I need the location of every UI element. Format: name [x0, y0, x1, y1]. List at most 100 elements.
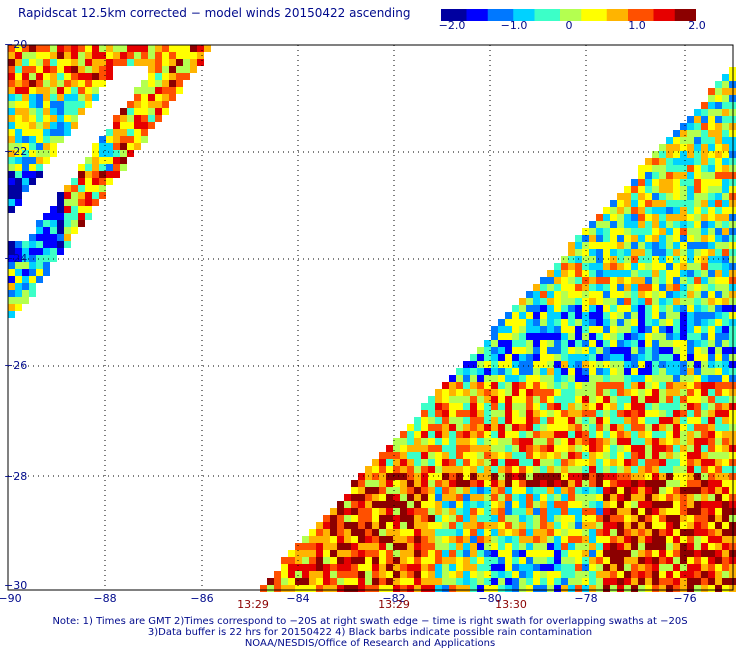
- wind-cell: [463, 410, 470, 417]
- wind-cell: [582, 375, 589, 382]
- colorbar-segment: [611, 9, 616, 21]
- wind-cell: [666, 494, 673, 501]
- colorbar-segment: [589, 9, 595, 21]
- wind-cell: [652, 410, 659, 417]
- wind-cell: [456, 550, 463, 557]
- wind-cell: [393, 487, 400, 494]
- wind-cell: [631, 333, 638, 340]
- wind-cell: [561, 508, 568, 515]
- wind-cell: [526, 375, 533, 382]
- wind-cell: [603, 417, 610, 424]
- wind-cell: [596, 354, 603, 361]
- wind-cell: [659, 263, 666, 270]
- wind-cell: [687, 319, 694, 326]
- wind-cell: [624, 459, 631, 466]
- wind-cell: [645, 214, 652, 221]
- wind-cell: [708, 305, 715, 312]
- wind-cell: [533, 508, 540, 515]
- wind-cell: [43, 122, 50, 129]
- wind-cell: [617, 263, 624, 270]
- wind-cell: [722, 207, 729, 214]
- wind-cell: [449, 529, 456, 536]
- wind-cell: [22, 108, 29, 115]
- wind-cell: [631, 424, 638, 431]
- wind-cell: [673, 543, 680, 550]
- colorbar-segment: [560, 9, 565, 21]
- wind-cell: [722, 585, 729, 592]
- wind-cell: [36, 80, 43, 87]
- wind-cell: [708, 319, 715, 326]
- wind-cell: [22, 262, 29, 269]
- wind-cell: [470, 466, 477, 473]
- wind-cell: [554, 529, 561, 536]
- wind-cell: [386, 466, 393, 473]
- wind-cell: [659, 305, 666, 312]
- wind-cell: [512, 368, 519, 375]
- wind-cell: [701, 228, 708, 235]
- wind-cell: [638, 207, 645, 214]
- wind-cell: [722, 452, 729, 459]
- wind-cell: [554, 578, 561, 585]
- wind-cell: [701, 578, 708, 585]
- wind-cell: [603, 515, 610, 522]
- wind-cell: [666, 284, 673, 291]
- wind-cell: [50, 248, 57, 255]
- wind-cell: [701, 277, 708, 284]
- wind-cell: [463, 487, 470, 494]
- wind-cell: [435, 501, 442, 508]
- wind-cell: [22, 283, 29, 290]
- wind-cell: [491, 333, 498, 340]
- wind-cell: [85, 80, 92, 87]
- colorbar: [441, 9, 696, 21]
- wind-cell: [505, 515, 512, 522]
- wind-cell: [708, 263, 715, 270]
- wind-cell: [547, 585, 554, 592]
- wind-cell: [631, 354, 638, 361]
- wind-cell: [694, 193, 701, 200]
- wind-cell: [442, 438, 449, 445]
- wind-cell: [57, 101, 64, 108]
- wind-cell: [141, 45, 148, 52]
- wind-cell: [645, 375, 652, 382]
- wind-cell: [603, 466, 610, 473]
- wind-cell: [596, 221, 603, 228]
- wind-cell: [582, 333, 589, 340]
- wind-cell: [638, 466, 645, 473]
- wind-cell: [78, 87, 85, 94]
- wind-cell: [589, 550, 596, 557]
- wind-cell: [288, 550, 295, 557]
- wind-cell: [484, 403, 491, 410]
- wind-cell: [631, 466, 638, 473]
- wind-cell: [575, 326, 582, 333]
- wind-cell: [568, 529, 575, 536]
- wind-cell: [533, 431, 540, 438]
- wind-cell: [519, 543, 526, 550]
- wind-cell: [603, 347, 610, 354]
- wind-cell: [533, 564, 540, 571]
- wind-cell: [722, 564, 729, 571]
- wind-cell: [722, 291, 729, 298]
- wind-cell: [554, 340, 561, 347]
- wind-cell: [610, 466, 617, 473]
- wind-cell: [330, 536, 337, 543]
- wind-cell: [645, 165, 652, 172]
- wind-cell: [512, 578, 519, 585]
- wind-cell: [540, 431, 547, 438]
- wind-cell: [708, 431, 715, 438]
- wind-cell: [533, 473, 540, 480]
- wind-cell: [603, 207, 610, 214]
- wind-cell: [624, 410, 631, 417]
- wind-cell: [666, 144, 673, 151]
- wind-cell: [652, 277, 659, 284]
- wind-cell: [561, 319, 568, 326]
- wind-cell: [638, 424, 645, 431]
- wind-cell: [701, 291, 708, 298]
- wind-cell: [687, 340, 694, 347]
- wind-cell: [456, 473, 463, 480]
- wind-cell: [694, 221, 701, 228]
- wind-cell: [701, 305, 708, 312]
- wind-cell: [393, 438, 400, 445]
- wind-cell: [659, 284, 666, 291]
- wind-cell: [666, 291, 673, 298]
- wind-cell: [673, 522, 680, 529]
